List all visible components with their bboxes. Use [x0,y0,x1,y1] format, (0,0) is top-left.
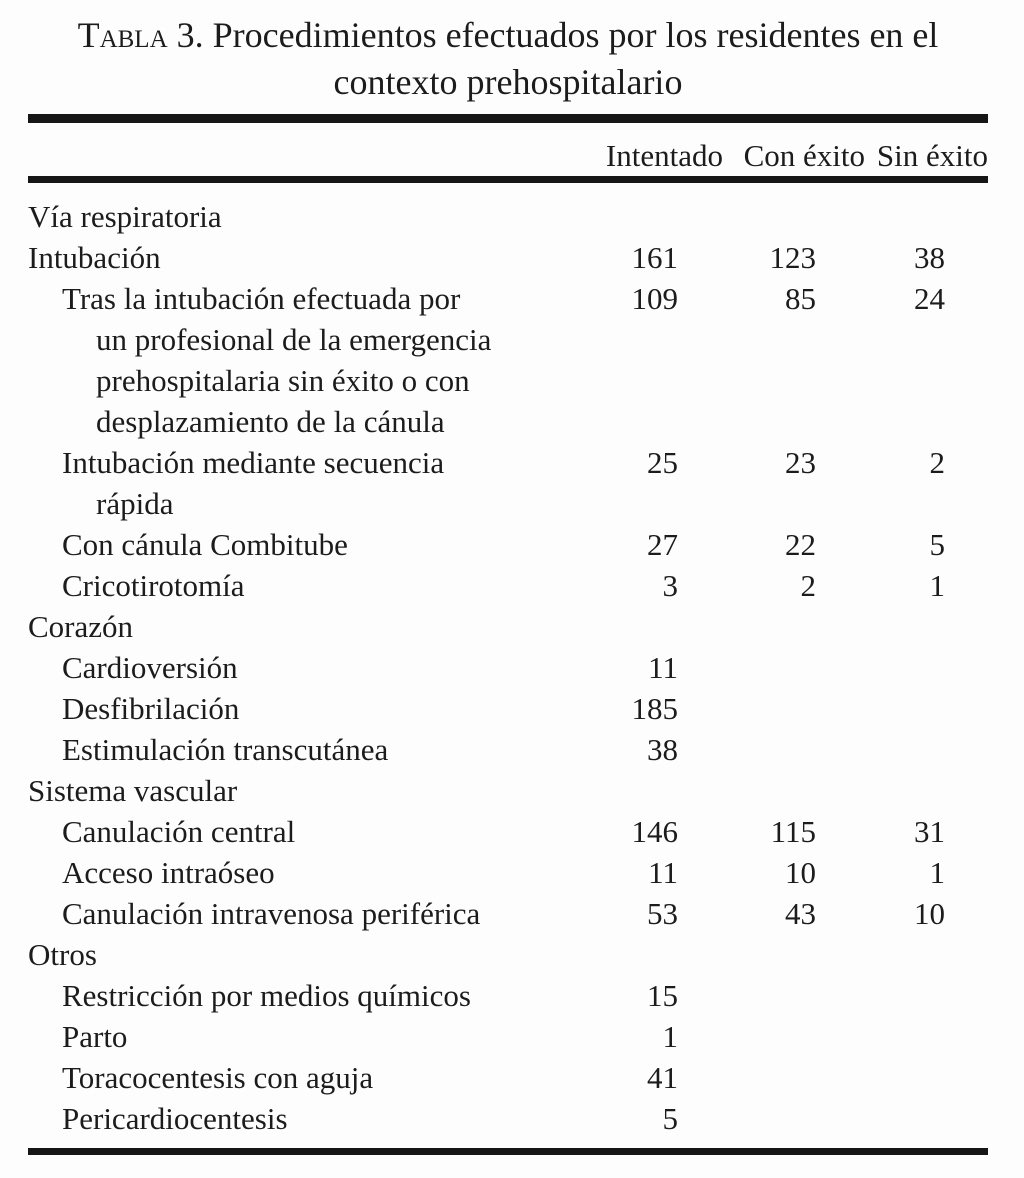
table-row: Parto 1 [28,1016,988,1057]
row-label: Parto [62,1019,128,1054]
cell-con-exito: 2 [800,568,817,603]
section-header-row: Vía respiratoria [28,196,988,237]
table-row: Canulación central 146 115 31 [28,811,988,852]
table-label: Tabla [77,15,168,55]
row-label: Canulación intravenosa periférica [62,896,481,931]
cell-intentado: 5 [662,1101,679,1136]
cell-sin-exito: 24 [914,281,945,316]
table-row: Cardioversión 11 [28,647,988,688]
cell-sin-exito: 1 [929,568,946,603]
cell-intentado: 161 [631,240,679,275]
table-row: Desfibrilación 185 [28,688,988,729]
row-label: Cardioversión [62,650,238,685]
row-label: Acceso intraóseo [62,855,275,890]
table-row: Intubación 161 123 38 [28,237,988,278]
table-row: Restricción por medios químicos 15 [28,975,988,1016]
cell-con-exito: 85 [785,281,816,316]
row-label: Con cánula Combitube [62,527,348,562]
row-label: Corazón [28,609,134,644]
section-header-row: Sistema vascular [28,770,988,811]
table-title-line2: contexto prehospitalario [333,62,683,102]
cell-con-exito: 23 [785,445,816,480]
row-label: Tras la intubación efectuada por un profe… [62,281,492,439]
cell-sin-exito: 2 [929,445,946,480]
table-title-line1: Tabla 3. Procedimientos efectuados por l… [28,12,988,59]
table-row: Toracocentesis con aguja 41 [28,1057,988,1098]
cell-sin-exito: 10 [914,896,945,931]
table-row: Tras la intubación efectuada por un profe… [28,278,988,442]
table-row: Con cánula Combitube 27 22 5 [28,524,988,565]
cell-sin-exito: 31 [914,814,945,849]
bottom-rule [28,1148,988,1155]
cell-intentado: 53 [647,896,678,931]
table-row: Canulación intravenosa periférica 53 43 10 [28,893,988,934]
row-label: Sistema vascular [28,773,238,808]
cell-con-exito: 22 [785,527,816,562]
section-header-row: Otros [28,934,988,975]
column-header-sin-exito: Sin éxito [876,138,988,173]
cell-intentado: 11 [648,650,678,685]
cell-intentado: 15 [647,978,678,1013]
row-label: Intubación mediante secuencia rápida [62,445,445,521]
table-body: Vía respiratoria Intubación 161 123 38 Tras l… [28,183,988,1148]
cell-intentado: 185 [631,691,679,726]
cell-intentado: 1 [662,1019,679,1054]
column-header-row: Intentado Con éxito Sin éxito [28,123,988,176]
table-row: Acceso intraóseo 11 10 1 [28,852,988,893]
row-label: Otros [28,937,97,972]
cell-intentado: 27 [647,527,678,562]
table-title-text: 3. Procedimientos efectuados por los res… [167,15,939,55]
table-row: Pericardiocentesis 5 [28,1098,988,1139]
cell-con-exito: 123 [769,240,817,275]
column-header-con-exito: Con éxito [743,138,865,173]
cell-intentado: 109 [631,281,679,316]
row-label: Pericardiocentesis [62,1101,288,1136]
row-label: Intubación [28,240,161,275]
row-label: Restricción por medios químicos [62,978,471,1013]
header-rule [28,176,988,183]
top-rule [28,114,988,123]
cell-intentado: 41 [647,1060,678,1095]
cell-intentado: 146 [631,814,679,849]
label-column-spacer [28,139,561,172]
cell-con-exito: 43 [785,896,816,931]
row-label: Desfibrilación [62,691,240,726]
cell-intentado: 11 [648,855,678,890]
row-label: Canulación central [62,814,296,849]
table-row: Estimulación transcutánea 38 [28,729,988,770]
cell-intentado: 25 [647,445,678,480]
cell-sin-exito: 38 [914,240,945,275]
cell-intentado: 38 [647,732,678,767]
row-label: Vía respiratoria [28,199,222,234]
column-header-intentado: Intentado [605,138,723,173]
row-label: Cricotirotomía [62,568,245,603]
cell-con-exito: 115 [770,814,816,849]
table-row: Cricotirotomía 3 2 1 [28,565,988,606]
section-header-row: Corazón [28,606,988,647]
table-title: Tabla 3. Procedimientos efectuados por l… [28,8,988,106]
table-row: Intubación mediante secuencia rápida 25 23 2 [28,442,988,524]
cell-intentado: 3 [662,568,679,603]
row-label: Toracocentesis con aguja [62,1060,374,1095]
cell-sin-exito: 5 [929,527,946,562]
cell-sin-exito: 1 [929,855,946,890]
cell-con-exito: 10 [785,855,816,890]
row-label: Estimulación transcutánea [62,732,389,767]
